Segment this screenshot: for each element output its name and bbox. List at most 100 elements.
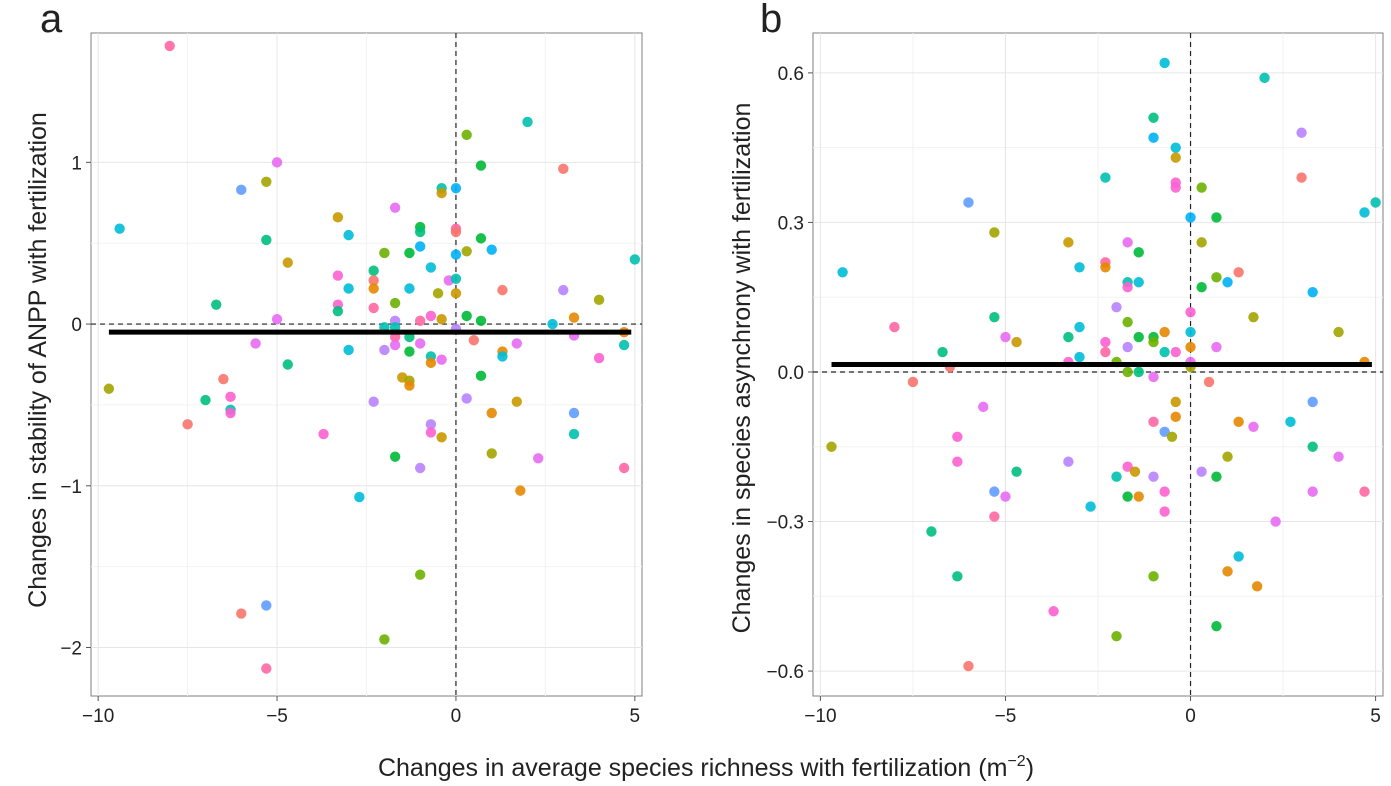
data-point <box>261 663 272 674</box>
panel-b-label: b <box>760 0 782 41</box>
data-point <box>461 310 472 322</box>
y-tick-label: −0.3 <box>766 513 804 534</box>
data-point <box>1359 486 1370 497</box>
data-point <box>1296 172 1307 183</box>
data-point <box>593 294 605 306</box>
x-tick-label: −10 <box>82 706 114 727</box>
data-point <box>1166 431 1178 442</box>
x-tick-label: 5 <box>630 706 641 727</box>
data-point <box>475 315 487 327</box>
data-point <box>182 419 193 430</box>
data-point <box>568 407 580 419</box>
data-point <box>200 394 211 406</box>
data-point <box>1000 491 1011 502</box>
data-point <box>1100 262 1111 273</box>
data-point <box>211 299 222 310</box>
data-point <box>368 396 379 407</box>
data-point <box>414 462 426 474</box>
data-point <box>1011 336 1022 348</box>
panel-b-x-ticks: −10 −5 0 5 <box>804 696 1381 727</box>
data-point <box>1307 486 1318 497</box>
data-point <box>963 660 974 672</box>
data-point <box>475 370 487 382</box>
data-point <box>1185 341 1196 353</box>
data-point <box>332 305 344 317</box>
panel-b-y-ticks: −0.6 −0.3 0.0 0.3 0.6 <box>766 64 813 683</box>
data-point <box>1196 182 1207 193</box>
data-point <box>1270 516 1281 527</box>
data-point <box>164 40 175 52</box>
data-point <box>1307 441 1318 452</box>
data-point <box>1211 471 1222 482</box>
data-point <box>1248 311 1259 323</box>
data-point <box>1148 336 1159 348</box>
data-point <box>271 157 283 168</box>
y-tick-label: −0.6 <box>766 662 804 683</box>
data-point <box>1170 182 1181 193</box>
data-point <box>1122 282 1133 293</box>
data-point <box>937 346 948 358</box>
data-point <box>1211 272 1222 283</box>
data-point <box>1248 421 1259 433</box>
x-axis-title-tail: ) <box>1026 754 1034 782</box>
data-point <box>1222 277 1233 288</box>
data-point <box>1251 581 1263 592</box>
data-point <box>889 321 900 333</box>
data-point <box>414 569 426 580</box>
data-point <box>404 380 415 391</box>
data-point <box>404 247 415 259</box>
data-point <box>1159 426 1170 437</box>
data-point <box>1222 566 1233 577</box>
y-tick-label: −1 <box>60 477 82 498</box>
data-point <box>558 284 569 296</box>
data-point <box>1170 396 1181 408</box>
data-point <box>1170 411 1181 423</box>
x-tick-label: 5 <box>1370 706 1381 727</box>
data-point <box>497 284 508 296</box>
data-point <box>989 311 1000 323</box>
data-point <box>332 212 344 223</box>
data-point <box>989 486 1000 497</box>
data-point <box>1185 326 1196 338</box>
data-point <box>103 383 115 394</box>
data-point <box>1170 152 1181 163</box>
data-point <box>618 462 630 474</box>
data-point <box>1074 262 1085 273</box>
data-point <box>1148 416 1159 428</box>
data-point <box>425 427 437 438</box>
data-point <box>1296 127 1307 138</box>
shared-x-axis-title: Changes in average species richness with… <box>378 753 1034 782</box>
data-point <box>1222 451 1233 462</box>
data-point <box>1211 341 1222 353</box>
data-point <box>1333 451 1344 462</box>
data-point <box>1100 172 1111 183</box>
data-point <box>1307 287 1318 298</box>
data-point <box>450 183 462 194</box>
data-point <box>414 338 426 349</box>
data-point <box>379 344 390 356</box>
data-point <box>461 246 472 257</box>
data-point <box>1133 491 1144 502</box>
data-point <box>1100 336 1111 348</box>
data-point <box>963 197 974 208</box>
data-point <box>629 254 641 265</box>
data-point <box>379 634 390 645</box>
data-point <box>236 184 247 196</box>
data-point <box>1129 466 1141 477</box>
data-point <box>1148 571 1159 582</box>
data-point <box>389 339 401 351</box>
data-point <box>225 391 236 403</box>
data-point <box>1285 416 1296 428</box>
data-point <box>389 451 401 462</box>
data-point <box>261 234 272 246</box>
data-point <box>436 432 447 443</box>
data-point <box>1074 351 1085 363</box>
data-point <box>1100 346 1111 358</box>
x-tick-label: 0 <box>451 706 462 727</box>
x-tick-label: −5 <box>995 706 1017 727</box>
panel-b: b Changes in species asynchrony with fer… <box>728 0 1384 727</box>
data-point <box>978 401 989 413</box>
data-point <box>1185 212 1196 223</box>
data-point <box>425 310 437 322</box>
